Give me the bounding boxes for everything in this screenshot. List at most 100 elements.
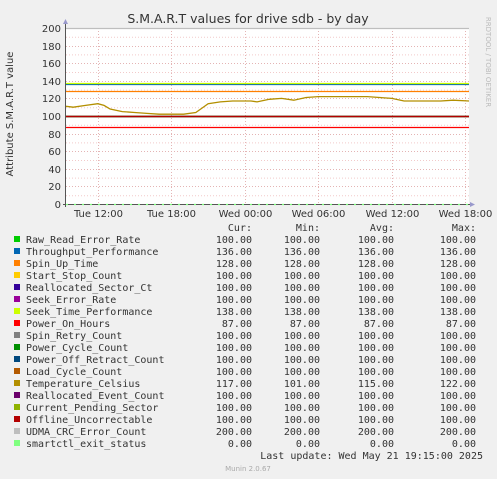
legend-value: 100.00 bbox=[284, 415, 320, 426]
legend-series-name: Power_On_Hours bbox=[26, 319, 110, 330]
legend-value: 136.00 bbox=[216, 247, 252, 258]
y-tick-label: 80 bbox=[48, 130, 61, 141]
legend-value: 0.00 bbox=[452, 439, 476, 450]
legend-value: 100.00 bbox=[358, 355, 394, 366]
legend-value: 100.00 bbox=[440, 331, 476, 342]
legend-value: 138.00 bbox=[284, 307, 320, 318]
legend-value: 138.00 bbox=[440, 307, 476, 318]
legend-value: 100.00 bbox=[440, 283, 476, 294]
y-axis-label: Attribute S.M.A.R.T value bbox=[5, 52, 16, 177]
y-tick-label: 180 bbox=[42, 42, 61, 53]
side-credit: RRDTOOL / TOBI OETIKER bbox=[484, 17, 492, 107]
legend-series-name: Spin_Up_Time bbox=[26, 259, 98, 270]
y-axis-arrow bbox=[63, 19, 68, 24]
legend-series-name: Throughput_Performance bbox=[26, 247, 158, 258]
y-tick-label: 140 bbox=[42, 77, 61, 88]
x-tick-label: Wed 06:00 bbox=[292, 209, 346, 220]
legend-value: 100.00 bbox=[358, 343, 394, 354]
legend-swatch bbox=[14, 428, 20, 434]
x-tick-label: Wed 18:00 bbox=[439, 209, 493, 220]
legend-value: 200.00 bbox=[358, 427, 394, 438]
legend-value: 100.00 bbox=[216, 331, 252, 342]
legend-swatch bbox=[14, 296, 20, 302]
legend-value: 100.00 bbox=[440, 391, 476, 402]
legend-value: 100.00 bbox=[440, 403, 476, 414]
legend-series-name: Start_Stop_Count bbox=[26, 271, 122, 282]
legend-value: 128.00 bbox=[284, 259, 320, 270]
legend-swatch bbox=[14, 392, 20, 398]
legend-value: 100.00 bbox=[440, 295, 476, 306]
chart-title: S.M.A.R.T values for drive sdb - by day bbox=[127, 11, 369, 26]
legend-series-name: Raw_Read_Error_Rate bbox=[26, 235, 140, 246]
y-tick-label: 40 bbox=[48, 165, 61, 176]
legend-column-header: Max: bbox=[452, 223, 476, 234]
legend-swatch bbox=[14, 380, 20, 386]
legend-value: 100.00 bbox=[216, 343, 252, 354]
legend-swatch bbox=[14, 440, 20, 446]
y-tick-label: 60 bbox=[48, 147, 61, 158]
legend-series-name: Load_Cycle_Count bbox=[26, 367, 122, 378]
legend-swatch bbox=[14, 356, 20, 362]
legend-value: 136.00 bbox=[358, 247, 394, 258]
footer-credit: Munin 2.0.67 bbox=[225, 465, 271, 473]
legend-value: 138.00 bbox=[216, 307, 252, 318]
x-tick-label: Tue 18:00 bbox=[146, 209, 196, 220]
legend-value: 100.00 bbox=[440, 415, 476, 426]
legend-value: 100.00 bbox=[216, 403, 252, 414]
x-axis-arrow bbox=[470, 202, 475, 207]
legend-series-name: Seek_Error_Rate bbox=[26, 295, 116, 306]
legend-value: 115.00 bbox=[358, 379, 394, 390]
legend-series-name: Temperature_Celsius bbox=[26, 379, 140, 390]
legend-value: 100.00 bbox=[440, 343, 476, 354]
legend-column-header: Min: bbox=[296, 223, 320, 234]
legend-value: 100.00 bbox=[358, 391, 394, 402]
legend-value: 100.00 bbox=[284, 343, 320, 354]
legend-value: 100.00 bbox=[358, 415, 394, 426]
legend-swatch bbox=[14, 248, 20, 254]
legend-value: 100.00 bbox=[284, 331, 320, 342]
legend-series-name: Power_Off_Retract_Count bbox=[26, 355, 164, 366]
x-tick-label: Wed 00:00 bbox=[219, 209, 273, 220]
legend-swatch bbox=[14, 308, 20, 314]
y-tick-label: 120 bbox=[42, 94, 61, 105]
legend-series-name: Seek_Time_Performance bbox=[26, 307, 152, 318]
legend-swatch bbox=[14, 320, 20, 326]
legend-value: 100.00 bbox=[284, 391, 320, 402]
legend-series-name: Spin_Retry_Count bbox=[26, 331, 122, 342]
legend-series-name: Offline_Uncorrectable bbox=[26, 415, 152, 426]
legend-value: 100.00 bbox=[284, 355, 320, 366]
y-tick-label: 200 bbox=[42, 24, 61, 35]
legend-swatch bbox=[14, 416, 20, 422]
legend-value: 100.00 bbox=[440, 235, 476, 246]
legend-value: 128.00 bbox=[216, 259, 252, 270]
legend-value: 100.00 bbox=[284, 271, 320, 282]
series-line bbox=[65, 95, 470, 115]
legend-value: 0.00 bbox=[296, 439, 320, 450]
legend-value: 138.00 bbox=[358, 307, 394, 318]
legend-swatch bbox=[14, 368, 20, 374]
legend-value: 87.00 bbox=[446, 319, 476, 330]
legend-value: 100.00 bbox=[284, 283, 320, 294]
legend-value: 100.00 bbox=[216, 271, 252, 282]
legend-value: 100.00 bbox=[216, 367, 252, 378]
legend-value: 100.00 bbox=[216, 283, 252, 294]
legend-value: 136.00 bbox=[284, 247, 320, 258]
legend-swatch bbox=[14, 404, 20, 410]
last-update: Last update: Wed May 21 19:15:00 2025 bbox=[260, 451, 483, 462]
y-tick-label: 100 bbox=[42, 112, 61, 123]
legend-value: 100.00 bbox=[358, 367, 394, 378]
legend-swatch bbox=[14, 332, 20, 338]
legend-value: 0.00 bbox=[228, 439, 252, 450]
legend-value: 101.00 bbox=[284, 379, 320, 390]
legend-swatch bbox=[14, 284, 20, 290]
legend-value: 100.00 bbox=[358, 271, 394, 282]
legend-swatch bbox=[14, 272, 20, 278]
legend-value: 87.00 bbox=[364, 319, 394, 330]
legend-value: 117.00 bbox=[216, 379, 252, 390]
legend-series-name: Reallocated_Event_Count bbox=[26, 391, 164, 402]
legend-value: 100.00 bbox=[284, 295, 320, 306]
legend-series-name: Current_Pending_Sector bbox=[26, 403, 158, 414]
y-tick-label: 160 bbox=[42, 59, 61, 70]
legend-value: 100.00 bbox=[216, 235, 252, 246]
